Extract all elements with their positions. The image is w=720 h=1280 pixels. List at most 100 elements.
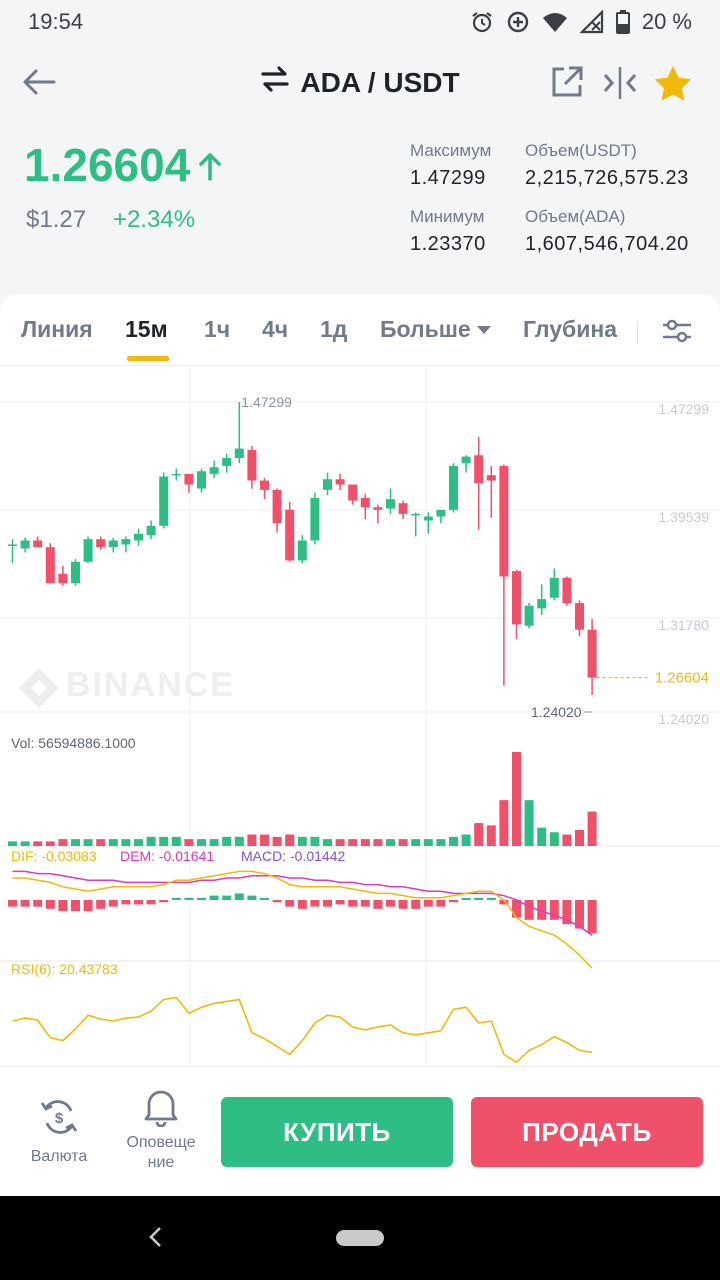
- alert-label-line1: Оповеще: [126, 1134, 196, 1151]
- candle-body: [121, 539, 131, 545]
- macd-histogram-bar: [297, 900, 307, 909]
- compare-icon[interactable]: [601, 64, 641, 104]
- candle-body: [411, 513, 421, 516]
- volume-bar: [83, 839, 93, 846]
- caret-down-icon: [476, 325, 491, 334]
- volume-bar: [184, 839, 194, 846]
- volume-bar: [411, 839, 421, 846]
- sell-button[interactable]: ПРОДАТЬ: [471, 1097, 703, 1167]
- back-arrow-icon[interactable]: [20, 62, 60, 102]
- pair-selector[interactable]: ADA / USDT: [0, 66, 720, 99]
- candle-body: [297, 540, 307, 561]
- candle-body: [20, 540, 30, 549]
- usd-price: $1.27: [26, 206, 87, 233]
- alarm-icon: [470, 10, 494, 34]
- alert-button[interactable]: Оповеще ние: [118, 1085, 204, 1172]
- volume-bar: [310, 836, 320, 846]
- volume-bar: [197, 839, 206, 846]
- kline-chart[interactable]: BINANCE 1.47299 1.39539 1.31780 1.24020 1.472…: [0, 368, 720, 1066]
- macd-histogram-bar: [423, 900, 433, 907]
- candle-body: [512, 571, 521, 625]
- macd-histogram-bar: [537, 900, 547, 920]
- candle-body: [234, 448, 244, 458]
- volume-bar: [562, 834, 572, 846]
- volume-bar: [159, 836, 169, 846]
- macd-histogram-bar: [310, 900, 320, 907]
- candle-body: [310, 497, 320, 541]
- last-price-value: 1.26604: [24, 139, 191, 191]
- tab-line[interactable]: Линия: [21, 316, 93, 342]
- tab-1h[interactable]: 1ч: [204, 316, 231, 342]
- macd-histogram-bar: [45, 900, 55, 909]
- volume-bar: [96, 839, 106, 846]
- macd-histogram-bar: [512, 900, 521, 918]
- star-icon[interactable]: [653, 64, 693, 104]
- macd-histogram-bar: [108, 900, 118, 907]
- volume-bar: [20, 841, 30, 846]
- volume-bar: [360, 839, 370, 846]
- macd-histogram-bar: [134, 900, 143, 905]
- candle-body: [524, 605, 534, 626]
- macd-histogram-bar: [486, 897, 496, 900]
- macd-histogram-bar: [96, 900, 106, 909]
- candle-body: [549, 577, 559, 598]
- high-value: 1.47299: [410, 167, 486, 189]
- dif-label: DIF: -0.03083: [11, 848, 97, 864]
- buy-button[interactable]: КУПИТЬ: [221, 1097, 453, 1167]
- volume-bar: [260, 834, 269, 846]
- volume-bar: [8, 841, 17, 846]
- volume-bar: [45, 841, 55, 846]
- macd-histogram-bar: [386, 900, 395, 907]
- arrow-up-icon: [198, 138, 222, 192]
- macd-label: MACD: -0.01442: [241, 848, 345, 864]
- price-axis-label: 1.31780: [658, 617, 709, 633]
- candle-body: [373, 507, 383, 510]
- tab-15m[interactable]: 15м: [125, 316, 168, 342]
- candle-body: [398, 503, 408, 514]
- macd-histogram-bar: [285, 900, 295, 907]
- system-home-pill[interactable]: [336, 1230, 384, 1246]
- candle-body: [285, 509, 295, 561]
- share-icon[interactable]: [549, 64, 589, 104]
- macd-histogram-bar: [474, 897, 484, 900]
- candle-body: [197, 471, 206, 489]
- volume-bar: [134, 839, 143, 846]
- battery-icon: [615, 10, 630, 34]
- volume-bar: [58, 839, 68, 846]
- chart-settings-icon[interactable]: [661, 317, 693, 350]
- currency-button[interactable]: $ Валюта: [24, 1097, 94, 1166]
- tab-1d[interactable]: 1д: [320, 316, 348, 342]
- volume-bar: [335, 839, 345, 846]
- candle-body: [260, 480, 269, 490]
- macd-histogram-bar: [247, 895, 257, 900]
- chart-background: [0, 368, 720, 1066]
- price-axis-label: 1.24020: [658, 711, 709, 727]
- volume-bar: [499, 800, 509, 846]
- candle-body: [33, 540, 43, 548]
- volume-bar: [537, 827, 547, 846]
- macd-histogram-bar: [33, 900, 43, 907]
- tab-more[interactable]: Больше: [380, 316, 491, 343]
- candle-body: [537, 599, 547, 609]
- candle-body: [386, 499, 395, 509]
- candle-body: [134, 533, 143, 541]
- system-back-icon[interactable]: [146, 1225, 166, 1254]
- macd-histogram-bar: [184, 897, 194, 900]
- macd-histogram-bar: [449, 900, 458, 903]
- price-change: +2.34%: [113, 206, 196, 233]
- volume-bar: [436, 839, 446, 846]
- tab-depth[interactable]: Глубина: [523, 316, 618, 342]
- volume-bar: [33, 841, 43, 846]
- candle-body: [436, 509, 446, 517]
- min-price-marker: 1.24020: [531, 704, 582, 720]
- macd-histogram-bar: [209, 895, 219, 900]
- macd-histogram-bar: [260, 897, 269, 900]
- current-price-label: 1.26604: [655, 670, 709, 687]
- tab-4h[interactable]: 4ч: [262, 316, 289, 342]
- volume-bar: [373, 839, 383, 846]
- candle-body: [58, 573, 68, 584]
- dif-line: [12, 870, 593, 969]
- volume-bar: [386, 839, 395, 846]
- dem-label: DEM: -0.01641: [120, 848, 214, 864]
- tab-more-label: Больше: [380, 316, 471, 342]
